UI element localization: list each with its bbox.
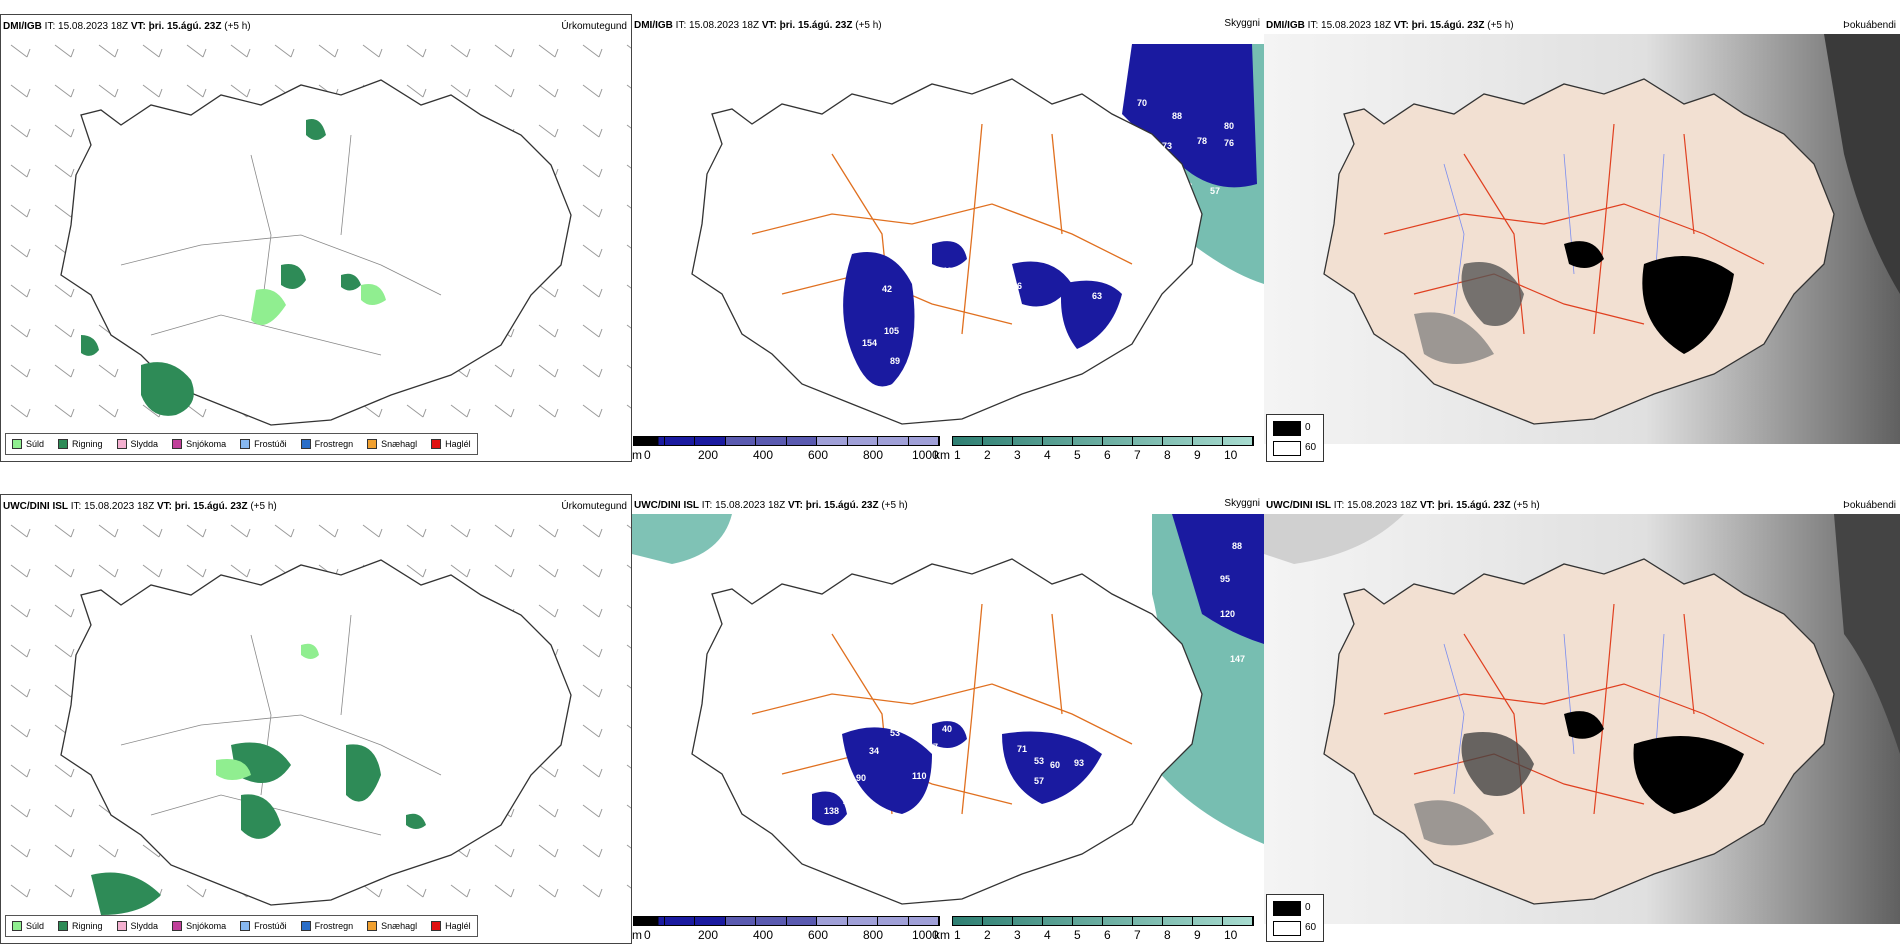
visibility-scale: km 1 2 3 4 5 6 7 8 9 10 xyxy=(934,436,1264,462)
svg-text:95: 95 xyxy=(1220,574,1230,584)
legend-item: Snæhagl xyxy=(367,439,417,449)
legend-item: Snjókoma xyxy=(172,439,226,449)
svg-text:46: 46 xyxy=(1012,281,1022,291)
panel-name: Úrkomutegund xyxy=(561,501,627,512)
svg-text:53: 53 xyxy=(1034,756,1044,766)
svg-text:120: 120 xyxy=(1220,609,1235,619)
fog-legend: 0 60 xyxy=(1266,414,1324,462)
svg-text:48: 48 xyxy=(894,381,904,391)
svg-text:154: 154 xyxy=(862,338,877,348)
fog-panel-row2: UWC/DINI ISL IT: 15.08.2023 18Z VT: þri.… xyxy=(1264,494,1900,944)
svg-text:61: 61 xyxy=(924,281,934,291)
svg-text:71: 71 xyxy=(842,796,852,806)
cloud-map: 88 95 120 147 53 40 34 57 110 90 71 138 … xyxy=(632,514,1264,905)
fog-panel-row1: DMI/IGB IT: 15.08.2023 18Z VT: þri. 15.á… xyxy=(1264,14,1900,462)
panel-name: Þokuábendi xyxy=(1843,500,1896,511)
legend-item: Frostregn xyxy=(300,439,353,449)
svg-text:93: 93 xyxy=(1074,758,1084,768)
svg-text:110: 110 xyxy=(912,771,927,781)
svg-text:78: 78 xyxy=(1197,136,1207,146)
model-name: DMI/IGB xyxy=(3,21,42,32)
svg-text:90: 90 xyxy=(856,773,866,783)
legend-item: Slydda xyxy=(116,921,158,931)
svg-text:37: 37 xyxy=(1064,344,1074,354)
cloud-panel-row2: UWC/DINI ISL IT: 15.08.2023 18Z VT: þri.… xyxy=(632,494,1264,944)
legend-item: Frostúði xyxy=(240,921,287,931)
precip-legend: Súld Rigning Slydda Snjókoma Frostúði Fr… xyxy=(5,915,478,937)
height-scale: m 0 200 400 600 800 1000 xyxy=(632,916,942,942)
legend-item: Snjókoma xyxy=(172,921,226,931)
panel-name: Skyggni xyxy=(1224,18,1260,29)
svg-text:42: 42 xyxy=(882,284,892,294)
svg-text:28: 28 xyxy=(1058,796,1068,806)
svg-text:40: 40 xyxy=(942,724,952,734)
legend-item: Frostregn xyxy=(300,921,353,931)
legend-item: Rigning xyxy=(58,439,103,449)
svg-text:73: 73 xyxy=(1162,141,1172,151)
svg-text:34: 34 xyxy=(869,746,879,756)
precip-map xyxy=(1,35,631,435)
precip-panel-row1: DMI/IGB IT: 15.08.2023 18Z VT: þri. 15.á… xyxy=(0,14,632,462)
svg-text:71: 71 xyxy=(1017,744,1027,754)
precip-map xyxy=(1,515,631,915)
svg-text:57: 57 xyxy=(928,742,938,752)
svg-text:45: 45 xyxy=(910,361,920,371)
svg-text:147: 147 xyxy=(1230,654,1245,664)
height-scale: m 0 200 400 600 800 1000 xyxy=(632,436,942,462)
cloud-height-labels: 88 95 120 147 53 40 34 57 110 90 71 138 … xyxy=(824,541,1245,816)
legend-item: Slydda xyxy=(116,439,158,449)
precip-panel-row2: UWC/DINI ISL IT: 15.08.2023 18Z VT: þri.… xyxy=(0,494,632,944)
svg-text:40: 40 xyxy=(942,266,952,276)
svg-text:88: 88 xyxy=(1232,541,1242,551)
svg-text:88: 88 xyxy=(1172,111,1182,121)
svg-text:57: 57 xyxy=(1034,776,1044,786)
svg-text:89: 89 xyxy=(890,356,900,366)
model-name: UWC/DINI ISL xyxy=(3,501,68,512)
legend-item: Súld xyxy=(12,439,44,449)
panel-name: Þokuábendi xyxy=(1843,20,1896,31)
cloud-panel-row1: DMI/IGB IT: 15.08.2023 18Z VT: þri. 15.á… xyxy=(632,14,1264,462)
legend-item: Haglél xyxy=(431,921,471,931)
svg-text:80: 80 xyxy=(1224,121,1234,131)
legend-item: Snæhagl xyxy=(367,921,417,931)
cloud-height-labels: 59 70 88 54 73 78 80 76 57 40 42 61 46 6… xyxy=(862,61,1234,412)
svg-text:54: 54 xyxy=(1137,136,1147,146)
svg-text:60: 60 xyxy=(1050,760,1060,770)
legend-item: Rigning xyxy=(58,921,103,931)
legend-item: Súld xyxy=(12,921,44,931)
panel-name: Skyggni xyxy=(1224,498,1260,509)
precip-legend: Súld Rigning Slydda Snjókoma Frostúði Fr… xyxy=(5,433,478,455)
svg-text:76: 76 xyxy=(1224,138,1234,148)
visibility-scale: km 1 2 3 4 5 6 7 8 9 10 xyxy=(934,916,1264,942)
cloud-map: 59 70 88 54 73 78 80 76 57 40 42 61 46 6… xyxy=(691,44,1264,425)
svg-text:138: 138 xyxy=(824,806,839,816)
legend-item: Haglél xyxy=(431,439,471,449)
svg-text:53: 53 xyxy=(890,728,900,738)
svg-text:59: 59 xyxy=(1082,61,1092,71)
fog-map xyxy=(1264,34,1900,444)
svg-text:37: 37 xyxy=(914,402,924,412)
fog-legend: 0 60 xyxy=(1266,894,1324,942)
svg-text:30: 30 xyxy=(934,402,944,412)
fog-map xyxy=(1264,514,1900,924)
svg-text:57: 57 xyxy=(1210,186,1220,196)
svg-text:105: 105 xyxy=(884,326,899,336)
panel-name: Úrkomutegund xyxy=(561,21,627,32)
svg-text:70: 70 xyxy=(1137,98,1147,108)
legend-item: Frostúði xyxy=(240,439,287,449)
svg-text:63: 63 xyxy=(1092,291,1102,301)
